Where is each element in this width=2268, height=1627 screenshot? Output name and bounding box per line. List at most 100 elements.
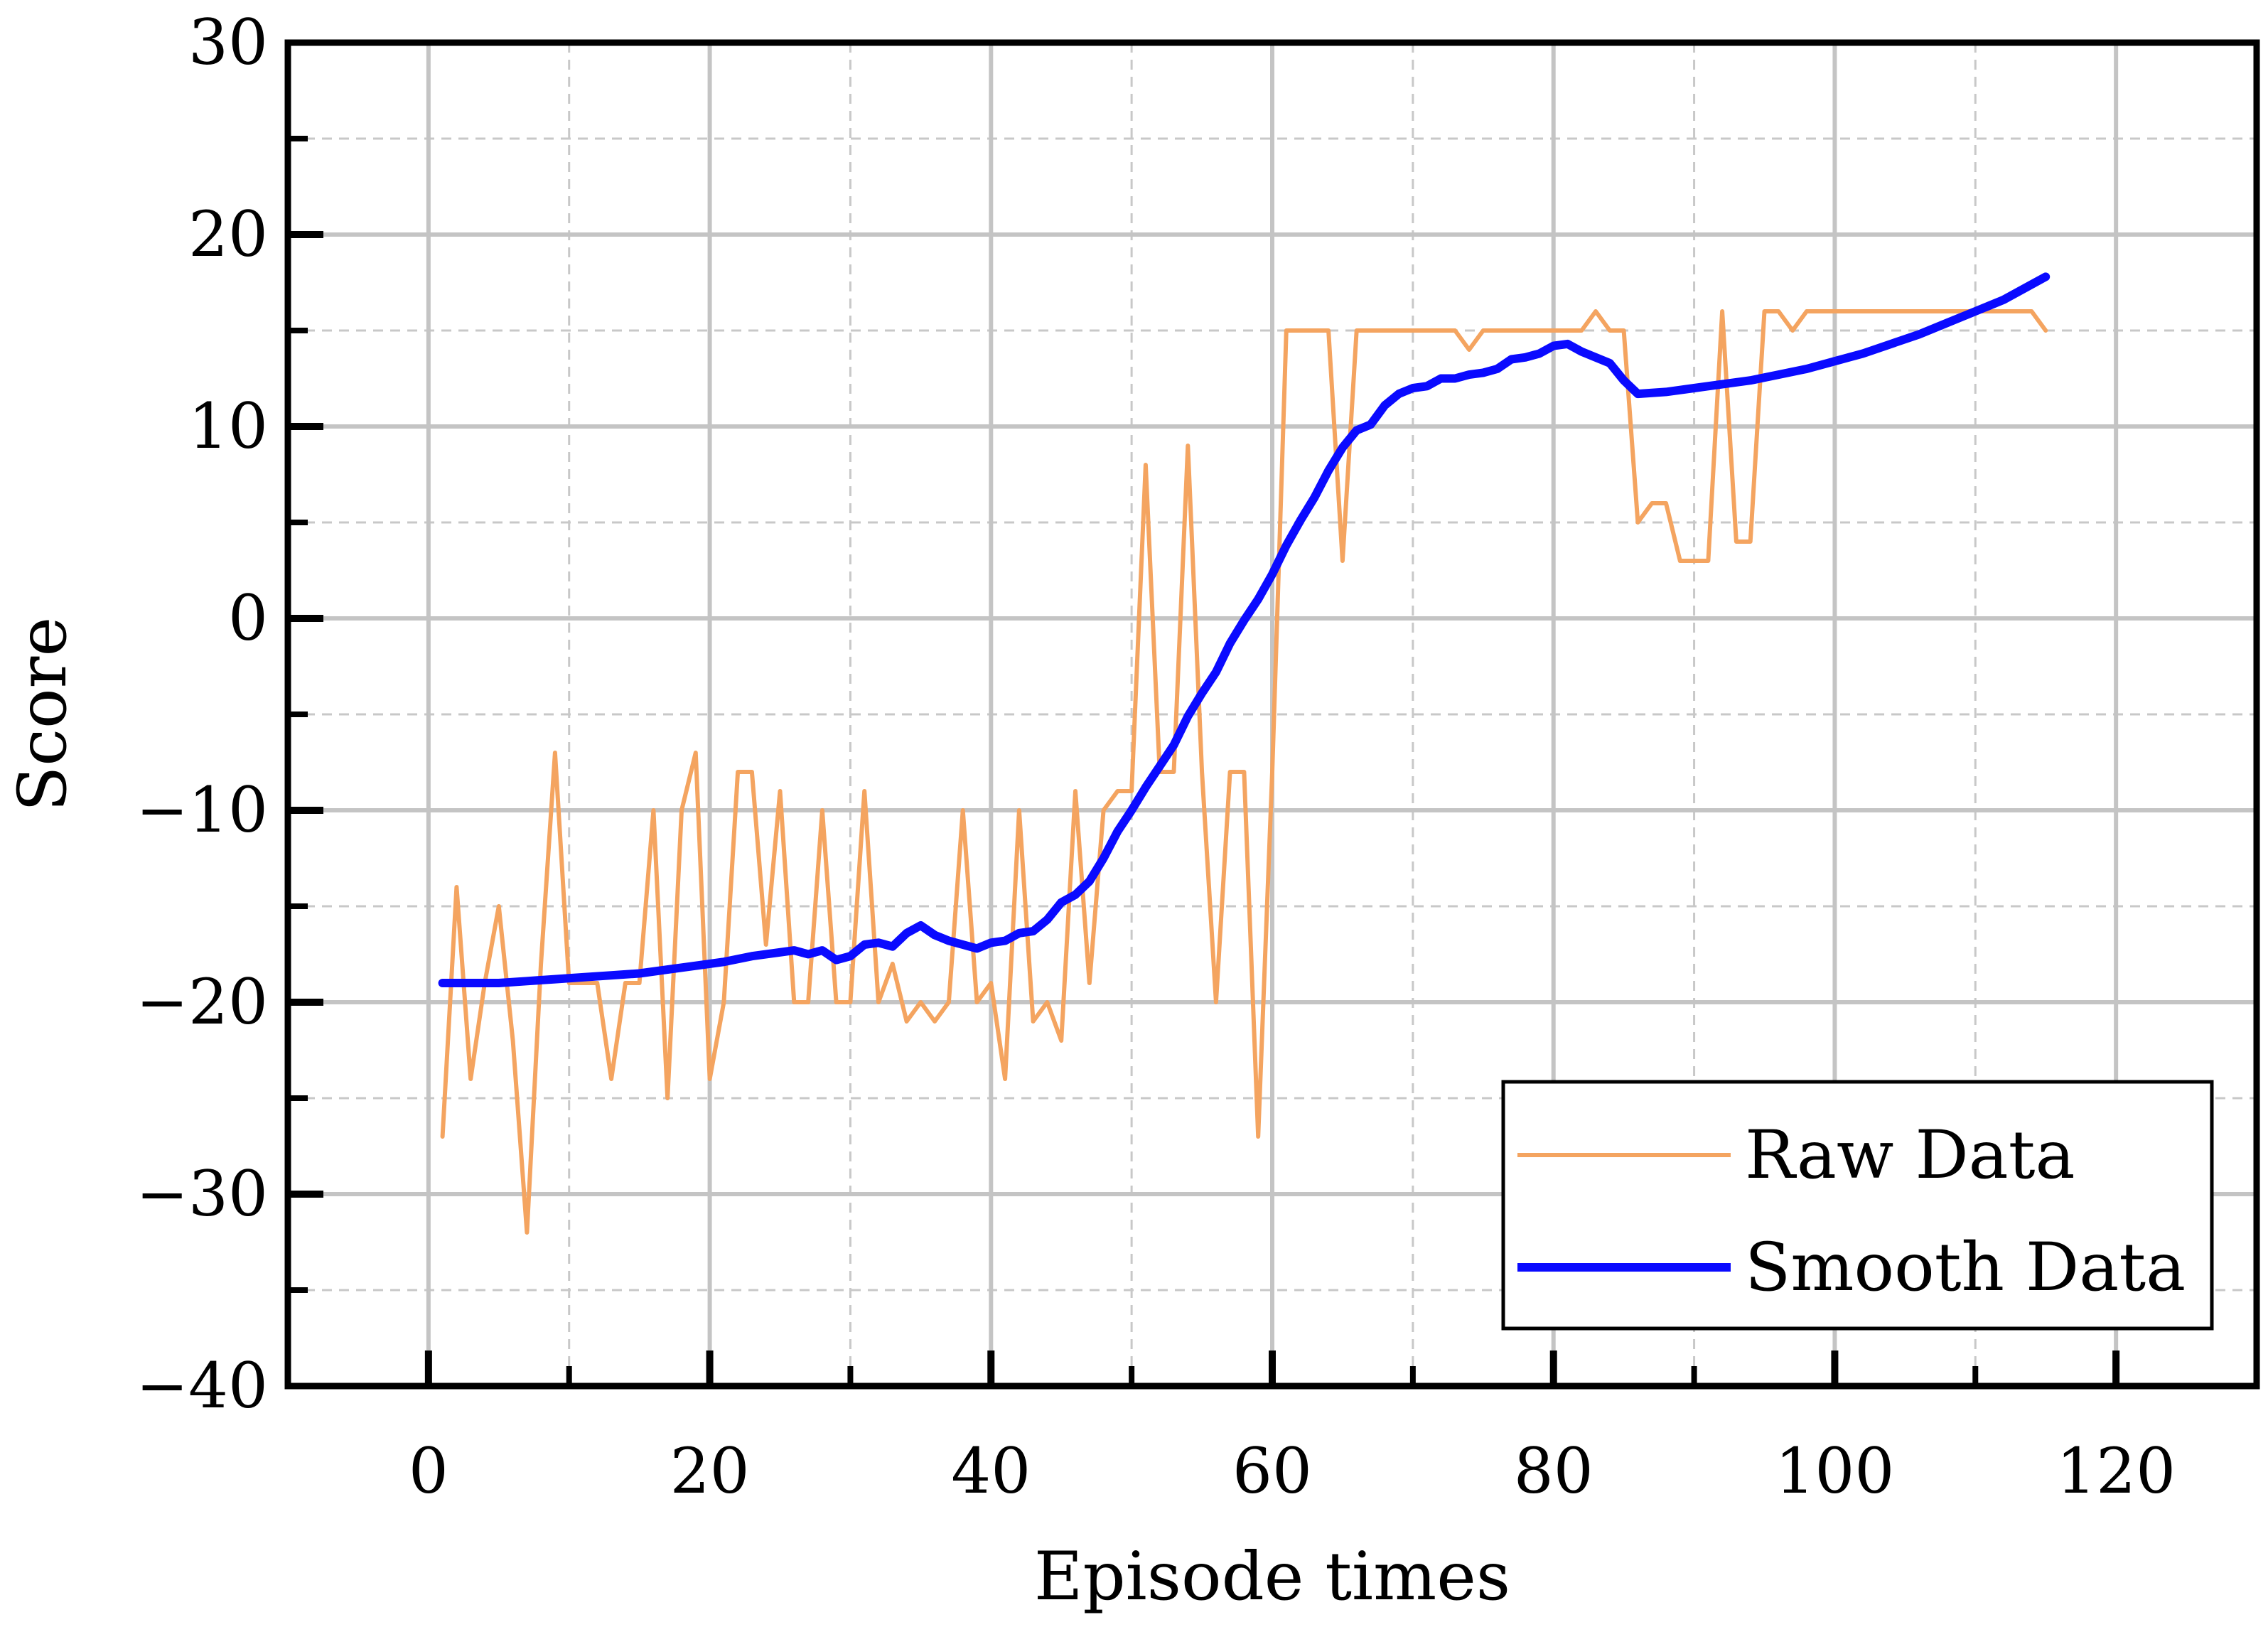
data-point-raw-data	[2017, 311, 2019, 312]
data-point-raw-data	[639, 982, 640, 984]
data-point-raw-data	[1806, 311, 1807, 312]
y-axis-label: Score	[4, 617, 82, 812]
data-point-smooth-data	[442, 982, 444, 984]
data-point-raw-data	[1201, 771, 1203, 773]
data-point-smooth-data	[1117, 831, 1118, 832]
x-tick-labels: 0 20 40 60 80 100 120	[409, 1434, 2176, 1508]
data-point-smooth-data	[1510, 359, 1512, 360]
data-point-smooth-data	[1173, 744, 1174, 746]
data-point-smooth-data	[1201, 692, 1203, 694]
legend: Raw Data Smooth Data	[1501, 1080, 2214, 1331]
x-tick-label: 80	[1514, 1434, 1593, 1508]
series-points-smooth-data	[442, 276, 2046, 984]
data-point-smooth-data	[1370, 424, 1371, 425]
data-point-raw-data	[611, 1078, 612, 1080]
data-point-raw-data	[2003, 311, 2004, 312]
data-point-raw-data	[1103, 810, 1105, 811]
data-point-smooth-data	[1145, 787, 1146, 788]
data-point-raw-data	[1665, 503, 1667, 504]
data-point-smooth-data	[1834, 360, 1835, 362]
plot-series	[438, 272, 2051, 1235]
data-point-raw-data	[1834, 311, 1835, 312]
data-point-smooth-data	[1918, 333, 1920, 335]
data-point-smooth-data	[1060, 902, 1062, 903]
data-point-smooth-data	[1257, 598, 1259, 600]
data-point-raw-data	[1215, 1002, 1217, 1003]
y-tick-label: 10	[188, 390, 268, 463]
series-line-smooth-data	[438, 272, 2051, 987]
data-point-raw-data	[1342, 560, 1343, 562]
data-point-smooth-data	[1567, 343, 1568, 345]
y-tick-label: 30	[188, 6, 268, 79]
x-tick-label: 100	[1775, 1434, 1894, 1508]
data-point-raw-data	[1272, 771, 1273, 773]
data-point-smooth-data	[1356, 429, 1358, 431]
legend-box	[1501, 1080, 2214, 1331]
data-point-smooth-data	[807, 954, 809, 955]
data-point-smooth-data	[849, 955, 851, 957]
data-point-raw-data	[540, 963, 542, 965]
data-point-smooth-data	[611, 974, 612, 976]
data-point-smooth-data	[892, 946, 893, 947]
data-point-raw-data	[906, 1021, 908, 1022]
data-point-smooth-data	[751, 955, 753, 957]
x-tick-label: 120	[2056, 1434, 2176, 1508]
data-point-raw-data	[1989, 311, 1990, 312]
data-point-raw-data	[1764, 311, 1765, 312]
data-point-raw-data	[1679, 560, 1681, 562]
data-point-smooth-data	[1974, 311, 1976, 312]
data-point-smooth-data	[639, 973, 640, 974]
legend-label-smooth-data: Smooth Data	[1745, 1229, 2186, 1306]
data-point-raw-data	[2031, 311, 2032, 312]
data-point-raw-data	[1243, 771, 1245, 773]
data-point-raw-data	[652, 810, 654, 811]
data-point-raw-data	[1707, 560, 1709, 562]
data-point-raw-data	[456, 886, 457, 888]
data-point-smooth-data	[1525, 357, 1526, 358]
data-point-raw-data	[1075, 790, 1076, 792]
data-point-raw-data	[1918, 311, 1920, 312]
data-point-smooth-data	[1342, 447, 1343, 449]
data-point-raw-data	[1961, 311, 1962, 312]
data-point-raw-data	[1862, 311, 1864, 312]
data-point-raw-data	[793, 1002, 795, 1003]
data-point-raw-data	[1876, 311, 1878, 312]
y-tick-labels: −40 −30 −20 −10 0 10 20 30	[136, 6, 268, 1422]
data-point-raw-data	[1778, 311, 1779, 312]
data-point-raw-data	[596, 982, 598, 984]
x-axis-label: Episode times	[1034, 1538, 1510, 1616]
x-tick-label: 40	[951, 1434, 1031, 1508]
data-point-smooth-data	[1300, 520, 1301, 521]
y-tick-label: −10	[136, 773, 268, 847]
data-point-raw-data	[1904, 311, 1906, 312]
data-point-smooth-data	[1243, 620, 1245, 621]
data-point-smooth-data	[1581, 351, 1582, 353]
data-point-raw-data	[807, 1002, 809, 1003]
data-point-raw-data	[709, 1078, 711, 1080]
data-point-raw-data	[948, 1002, 950, 1003]
data-point-smooth-data	[2031, 284, 2032, 285]
data-point-raw-data	[836, 1002, 837, 1003]
data-point-smooth-data	[1862, 353, 1864, 354]
data-point-raw-data	[878, 1002, 879, 1003]
data-point-smooth-data	[1004, 940, 1006, 942]
data-point-smooth-data	[793, 950, 795, 951]
series-points-raw-data	[442, 311, 2046, 1233]
data-point-raw-data	[751, 771, 753, 773]
data-point-raw-data	[1820, 311, 1822, 312]
data-point-smooth-data	[2003, 299, 2004, 301]
data-point-smooth-data	[1750, 380, 1751, 381]
data-point-raw-data	[1117, 790, 1118, 792]
data-point-raw-data	[1721, 311, 1723, 312]
x-tick-label: 60	[1232, 1434, 1312, 1508]
data-point-smooth-data	[1553, 345, 1554, 347]
data-point-smooth-data	[920, 925, 921, 926]
data-point-raw-data	[583, 982, 584, 984]
y-tick-label: 0	[228, 581, 268, 655]
data-point-smooth-data	[1721, 384, 1723, 385]
data-point-smooth-data	[1454, 378, 1456, 379]
data-point-smooth-data	[498, 982, 500, 984]
data-point-smooth-data	[1313, 497, 1315, 498]
data-point-smooth-data	[1806, 368, 1807, 370]
